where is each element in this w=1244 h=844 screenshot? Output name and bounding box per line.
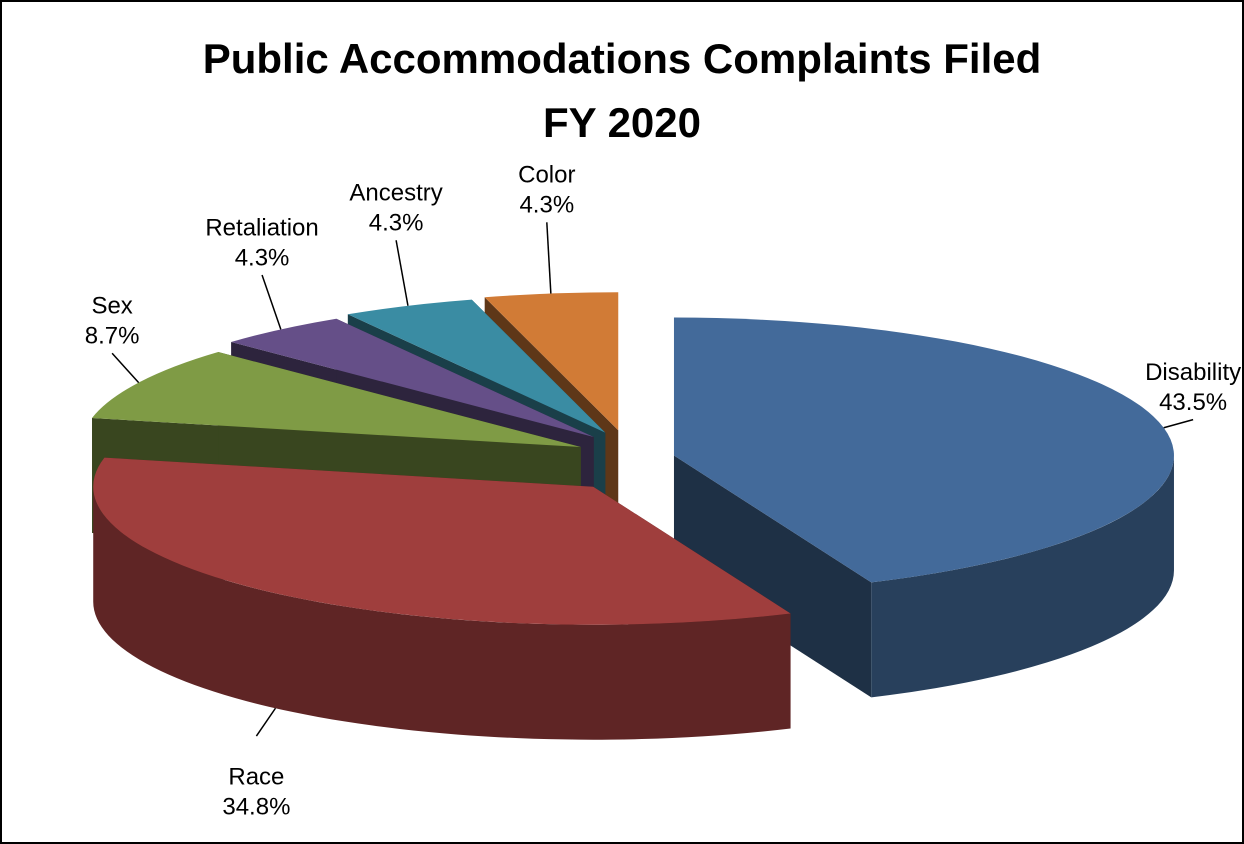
pie-slice bbox=[231, 318, 594, 438]
data-label-value: 4.3% bbox=[369, 210, 424, 237]
pie-slice bbox=[347, 299, 606, 433]
data-label-name: Race bbox=[228, 763, 284, 790]
data-label-name: Ancestry bbox=[349, 180, 442, 207]
pie-slice-group bbox=[93, 457, 791, 740]
leader-line bbox=[546, 222, 552, 294]
pie-slice bbox=[673, 317, 1174, 583]
data-label-value: 4.3% bbox=[235, 244, 290, 271]
leader-line bbox=[111, 352, 140, 384]
leader-line bbox=[261, 274, 282, 330]
data-label-value: 8.7% bbox=[85, 323, 140, 350]
pie-slice bbox=[92, 352, 581, 448]
data-label-name: Sex bbox=[91, 293, 132, 320]
leader-line bbox=[1163, 418, 1194, 429]
data-label-value: 34.8% bbox=[222, 793, 290, 820]
data-label-value: 4.3% bbox=[519, 192, 574, 219]
data-label-value: 43.5% bbox=[1159, 389, 1227, 416]
chart-title: Public Accommodations Complaints Filed bbox=[203, 35, 1042, 82]
pie-slice bbox=[484, 292, 619, 431]
pie-slice-group bbox=[673, 317, 1174, 698]
data-label-name: Retaliation bbox=[205, 214, 318, 241]
leader-line bbox=[395, 240, 409, 306]
pie-slice bbox=[93, 457, 791, 625]
chart-subtitle: FY 2020 bbox=[543, 99, 701, 146]
pie-slice-wall bbox=[871, 455, 1174, 698]
data-label-name: Color bbox=[518, 162, 575, 189]
leader-line bbox=[255, 707, 277, 737]
pie-slice-wall bbox=[93, 486, 791, 740]
data-label-name: Disability bbox=[1145, 359, 1241, 386]
pie-slice-side bbox=[673, 455, 872, 698]
